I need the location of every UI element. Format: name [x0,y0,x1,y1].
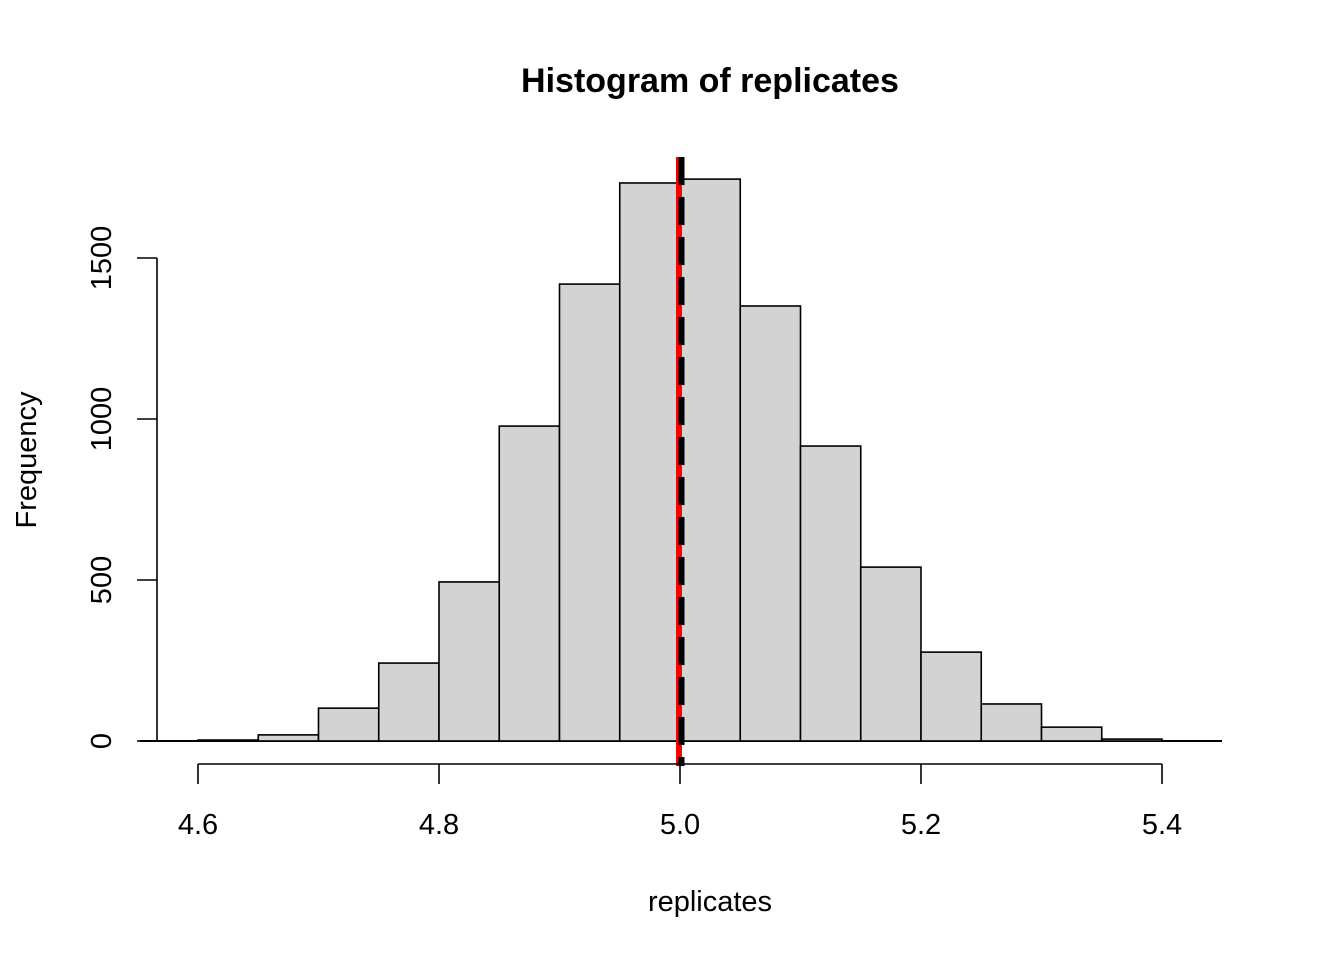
histogram-bar [859,566,922,742]
x-tick-label: 4.8 [419,809,459,841]
y-tick-label: 0 [86,733,118,749]
y-axis-label: Frequency [11,391,43,529]
histogram-bar [317,707,380,742]
histogram-bar [679,178,742,742]
y-tick-label: 1500 [86,226,118,291]
histogram-bar [558,283,621,742]
chart-title: Histogram of replicates [521,62,899,100]
x-tick-label: 5.2 [901,809,941,841]
histogram-bar [1100,738,1163,742]
histogram-bar [498,425,561,742]
x-axis-label: replicates [648,886,772,918]
x-tick-label: 5.0 [660,809,700,841]
histogram-bar [980,703,1043,742]
histogram-bar [1040,726,1103,742]
histogram-bar [197,739,260,742]
y-tick-label: 1000 [86,387,118,452]
histogram-bar [438,581,501,742]
histogram-bar [739,305,802,742]
histogram-bar [377,662,440,742]
y-tick-label: 500 [86,556,118,604]
x-tick-label: 5.4 [1142,809,1182,841]
x-tick-label: 4.6 [178,809,218,841]
histogram-bar [920,651,983,742]
histogram-bar [257,734,320,742]
histogram-bar [618,182,681,742]
histogram-bar [799,445,862,742]
